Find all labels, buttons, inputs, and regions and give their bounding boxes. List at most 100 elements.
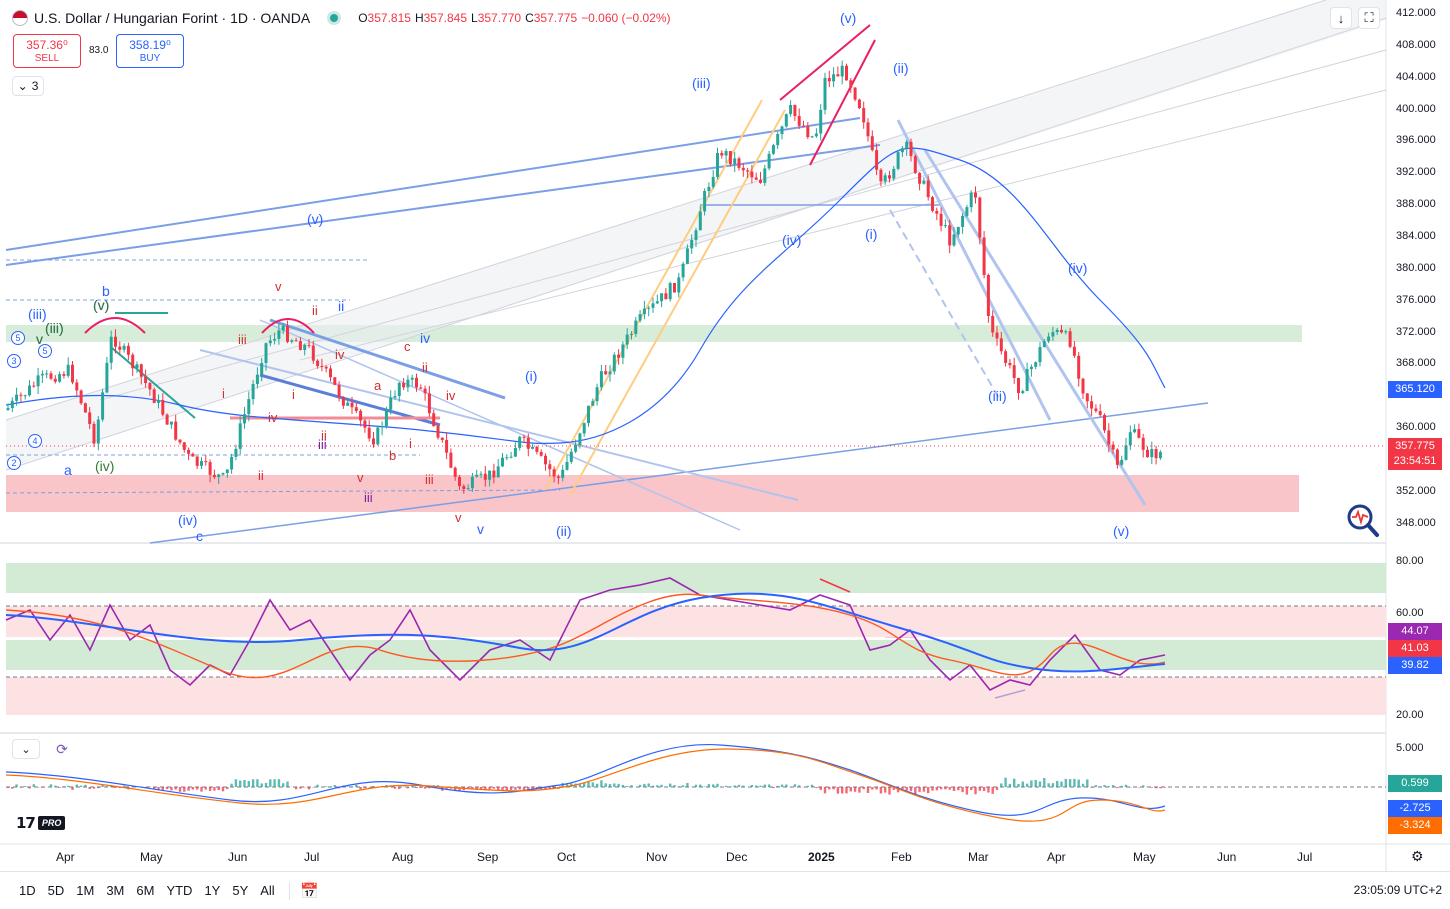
fullscreen-icon[interactable]: ⛶ [1358, 7, 1380, 29]
tradingview-logo[interactable]: 17 PRO [16, 814, 66, 832]
time-axis-label: Jul [304, 850, 320, 864]
buy-button[interactable]: 358.19⁰ BUY [116, 34, 184, 68]
macd-bar [1163, 787, 1166, 788]
macd-bar [501, 787, 504, 791]
candle-body [1094, 408, 1098, 412]
magnifier-icon[interactable] [1345, 503, 1381, 539]
candle-body [548, 464, 552, 470]
macd-bar [991, 787, 994, 794]
refresh-icon[interactable]: ⟳ [48, 739, 76, 759]
pro-badge: PRO [37, 816, 66, 830]
wave-label: v [36, 331, 43, 347]
bottom-toolbar: 1D 5D 1M 3M 6M YTD 1Y 5Y All 📅 23:05:09 … [0, 871, 1450, 909]
macd-bar [1013, 778, 1016, 787]
macd-bar [183, 787, 186, 792]
macd-bar [595, 783, 599, 787]
price-axis-label: 404.000 [1396, 71, 1436, 83]
candle-body [260, 362, 264, 375]
calendar-icon[interactable]: 📅 [300, 882, 320, 900]
price-axis-label: 376.000 [1396, 294, 1436, 306]
range-1m-button[interactable]: 1M [76, 882, 95, 898]
candle-body [797, 116, 801, 126]
macd-bar [350, 786, 354, 787]
macd-bar [1056, 780, 1059, 787]
macd-bar [1025, 783, 1029, 787]
ohlc-change: −0.060 (−0.02%) [581, 11, 671, 25]
candle-body [591, 401, 595, 406]
range-all-button[interactable]: All [260, 882, 275, 898]
macd-bar [733, 785, 736, 787]
candle-body [410, 377, 414, 380]
macd-bar [1120, 785, 1123, 787]
symbol-title[interactable]: U.S. Dollar / Hungarian Forint · 1D · OA… [34, 10, 311, 26]
candle-body [49, 373, 53, 379]
candle-body [1072, 346, 1076, 356]
candle-body [505, 457, 509, 459]
rsi-line [5, 577, 1166, 692]
range-ytd-button[interactable]: YTD [166, 882, 193, 898]
macd-bar [277, 779, 281, 787]
range-6m-button[interactable]: 6M [136, 882, 155, 898]
wave-label: (v) [1113, 523, 1130, 539]
candle-body [126, 345, 130, 355]
indicators-collapse-button[interactable]: ⌄ 3 [12, 76, 44, 96]
candle-body [423, 388, 427, 394]
macd-bar [247, 781, 250, 787]
range-1y-button[interactable]: 1Y [204, 882, 221, 898]
macd-bar [1081, 783, 1085, 787]
spread-value: 83.0 [89, 45, 109, 56]
macd-bar [617, 783, 620, 787]
candle-body [866, 122, 870, 137]
macd-bar [591, 782, 594, 787]
range-1d-button[interactable]: 1D [19, 882, 36, 898]
macd-bar [1000, 783, 1003, 787]
macd-bar [841, 787, 844, 794]
macd-bar [583, 782, 586, 787]
candle-body [23, 395, 27, 397]
clock-timezone[interactable]: 23:05:09 UTC+2 [1353, 883, 1442, 897]
candle-body [290, 340, 294, 342]
sell-price: 357.36⁰ [26, 38, 68, 52]
macd-axis-label: 5.000 [1396, 742, 1424, 754]
settings-gear-icon[interactable]: ⚙ [1411, 848, 1424, 864]
price-axis-label: 368.000 [1396, 357, 1436, 369]
candle-body [1115, 449, 1119, 465]
wave-label: iii [425, 472, 434, 487]
candle-body [608, 371, 612, 375]
macd-bar [793, 784, 797, 787]
range-3m-button[interactable]: 3M [106, 882, 125, 898]
candle-body [707, 186, 711, 192]
candle-body [526, 437, 530, 449]
chevron-down-icon[interactable]: ⌄ [12, 739, 40, 759]
range-5d-button[interactable]: 5D [47, 882, 65, 898]
macd-bar [1064, 778, 1067, 787]
candle-body [948, 225, 952, 246]
macd-bar [243, 779, 246, 787]
candle-body [789, 105, 793, 115]
range-5y-button[interactable]: 5Y [232, 882, 249, 898]
download-icon[interactable]: ↓ [1330, 7, 1352, 29]
sell-label: SELL [34, 53, 60, 64]
candle-body [965, 207, 969, 216]
macd-bar [712, 784, 715, 787]
macd-bar [428, 787, 431, 789]
macd-bar [703, 786, 706, 787]
macd-bar [742, 785, 745, 787]
macd-bar [995, 787, 999, 790]
sell-button[interactable]: 357.36⁰ SELL [13, 34, 81, 68]
macd-bar [19, 787, 23, 788]
candle-body [694, 230, 698, 240]
candle-body [32, 385, 36, 387]
macd-bar [75, 784, 78, 787]
candle-body [991, 315, 995, 333]
candle-body [139, 364, 143, 377]
candle-body [685, 248, 689, 264]
candle-body [6, 408, 10, 410]
macd-bar [660, 784, 663, 787]
time-axis-label: Jun [228, 850, 248, 864]
macd-bar [359, 787, 362, 790]
macd-bar [1004, 777, 1007, 787]
bar-countdown: 23:54:51 [1393, 455, 1437, 467]
candle-body [96, 419, 100, 444]
